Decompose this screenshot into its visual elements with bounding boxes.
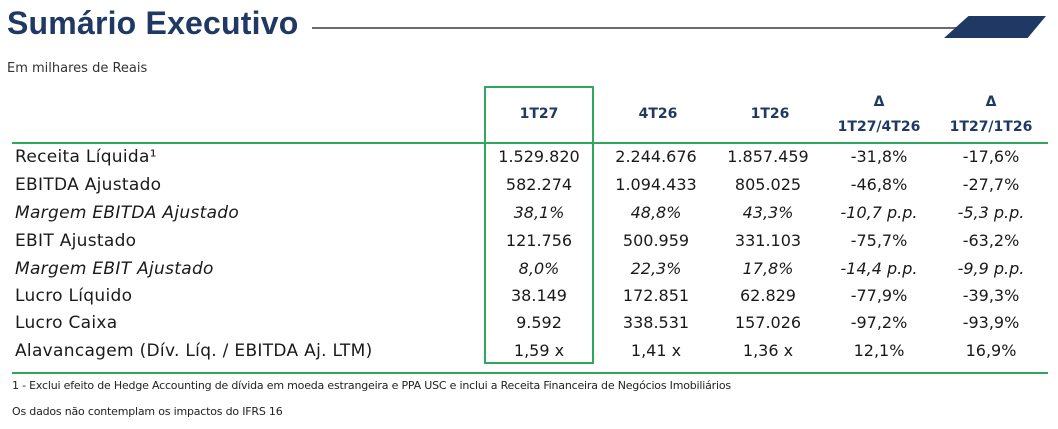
cell-1t26: 805.025 — [734, 175, 802, 194]
cell-4t26: 1,41 x — [630, 341, 682, 360]
cell-1t26: 1,36 x — [742, 341, 794, 360]
cell-delta-yoy: -39,3% — [962, 286, 1020, 305]
cell-4t26: 1.094.433 — [615, 175, 697, 194]
col-header-delta-yoy: Δ 1T27/1T26 — [933, 94, 1049, 135]
cell-4t26: 2.244.676 — [615, 147, 697, 166]
col-header-delta-qoq: Δ 1T27/4T26 — [821, 94, 937, 135]
cell-delta-yoy: -27,7% — [962, 175, 1020, 194]
table-row: Margem EBIT Ajustado 8,0% 22,3% 17,8% -1… — [0, 259, 1058, 285]
cell-1t27: 8,0% — [518, 259, 560, 278]
cell-delta-qoq: -14,4 p.p. — [840, 259, 918, 278]
row-label: Receita Líquida¹ — [15, 147, 157, 167]
col-header-line1: Δ — [873, 94, 885, 110]
col-header-line2: 1T27/4T26 — [837, 119, 921, 135]
cell-delta-yoy: 16,9% — [965, 341, 1017, 360]
cell-4t26: 22,3% — [630, 259, 682, 278]
cell-delta-qoq: -31,8% — [850, 147, 908, 166]
row-label: Margem EBITDA Ajustado — [15, 203, 240, 223]
cell-1t27: 121.756 — [505, 231, 573, 250]
table-row: Margem EBITDA Ajustado 38,1% 48,8% 43,3%… — [0, 203, 1058, 229]
cell-1t26: 157.026 — [734, 313, 802, 332]
cell-1t26: 62.829 — [740, 286, 796, 305]
cell-1t26: 1.857.459 — [727, 147, 809, 166]
cell-1t26: 43,3% — [742, 203, 794, 222]
title-divider — [312, 27, 962, 29]
cell-delta-qoq: -75,7% — [850, 231, 908, 250]
highlight-column-box — [484, 86, 594, 364]
row-label: Lucro Caixa — [15, 313, 118, 333]
cell-1t27: 38,1% — [513, 203, 565, 222]
title-accent-shape — [944, 16, 1046, 38]
cell-1t27: 582.274 — [505, 175, 573, 194]
cell-4t26: 338.531 — [622, 313, 690, 332]
cell-1t27: 9.592 — [516, 313, 562, 332]
table-row: Lucro Líquido 38.149 172.851 62.829 -77,… — [0, 286, 1058, 312]
cell-delta-yoy: -9,9 p.p. — [957, 259, 1025, 278]
col-header-line2: 1T27 — [519, 106, 559, 122]
row-label: Margem EBIT Ajustado — [15, 259, 214, 279]
footnote-hedge: 1 - Exclui efeito de Hedge Accounting de… — [12, 379, 731, 392]
cell-delta-qoq: -46,8% — [850, 175, 908, 194]
cell-4t26: 48,8% — [630, 203, 682, 222]
row-label: EBIT Ajustado — [15, 231, 137, 251]
row-label: Alavancagem (Dív. Líq. / EBITDA Aj. LTM) — [15, 341, 373, 361]
page-title: Sumário Executivo — [7, 5, 299, 41]
cell-1t27: 38.149 — [511, 286, 567, 305]
cell-1t26: 17,8% — [742, 259, 794, 278]
col-header-4t26: 4T26 — [603, 106, 713, 122]
cell-delta-yoy: -17,6% — [962, 147, 1020, 166]
cell-4t26: 172.851 — [622, 286, 690, 305]
cell-delta-yoy: -5,3 p.p. — [957, 203, 1025, 222]
cell-1t27: 1,59 x — [513, 341, 565, 360]
cell-1t26: 331.103 — [734, 231, 802, 250]
table-row: EBITDA Ajustado 582.274 1.094.433 805.02… — [0, 175, 1058, 201]
cell-delta-yoy: -63,2% — [962, 231, 1020, 250]
cell-delta-qoq: 12,1% — [853, 341, 905, 360]
cell-delta-qoq: -77,9% — [850, 286, 908, 305]
table-row: EBIT Ajustado 121.756 500.959 331.103 -7… — [0, 231, 1058, 257]
cell-1t27: 1.529.820 — [498, 147, 580, 166]
row-label: EBITDA Ajustado — [15, 175, 162, 195]
table-top-rule — [12, 142, 1048, 144]
table-bottom-rule — [12, 372, 1048, 374]
cell-delta-qoq: -10,7 p.p. — [840, 203, 918, 222]
footnote-ifrs16: Os dados não contemplam os impactos do I… — [12, 405, 283, 418]
cell-delta-yoy: -93,9% — [962, 313, 1020, 332]
col-header-1t26: 1T26 — [715, 106, 825, 122]
row-label: Lucro Líquido — [15, 286, 133, 306]
col-header-line2: 1T27/1T26 — [949, 119, 1033, 135]
table-row: Lucro Caixa 9.592 338.531 157.026 -97,2%… — [0, 313, 1058, 339]
cell-4t26: 500.959 — [622, 231, 690, 250]
col-header-line2: 4T26 — [638, 106, 678, 122]
col-header-line1: Δ — [985, 94, 997, 110]
cell-delta-qoq: -97,2% — [850, 313, 908, 332]
table-row: Alavancagem (Dív. Líq. / EBITDA Aj. LTM)… — [0, 341, 1058, 367]
col-header-1t27: 1T27 — [484, 106, 594, 122]
table-row: Receita Líquida¹ 1.529.820 2.244.676 1.8… — [0, 147, 1058, 173]
col-header-line2: 1T26 — [750, 106, 790, 122]
units-subtitle: Em milhares de Reais — [7, 61, 148, 76]
